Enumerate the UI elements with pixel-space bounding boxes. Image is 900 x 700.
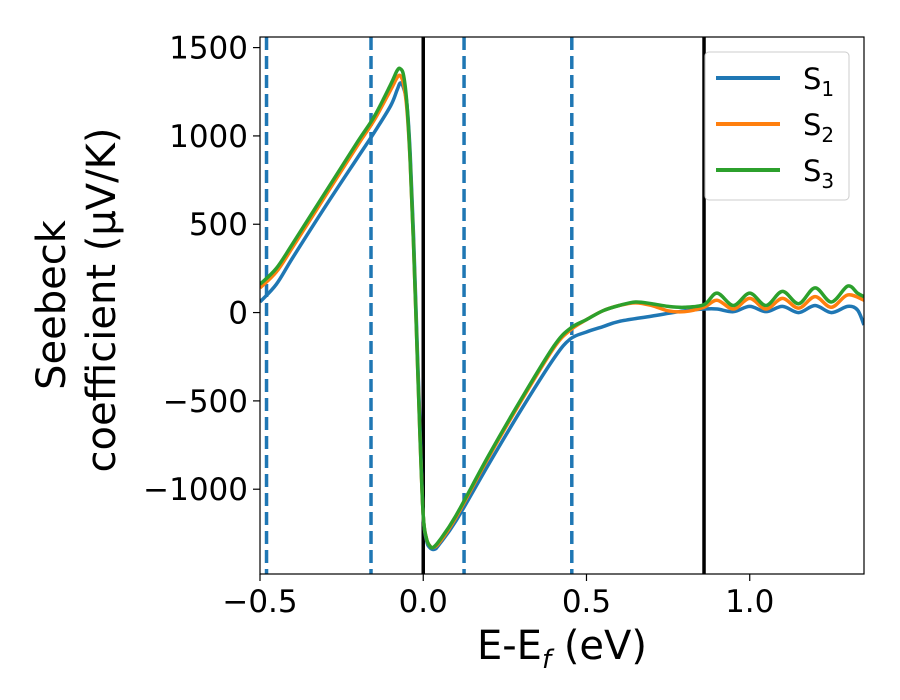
x-axis: −0.5 0.0 0.5 1.0	[222, 574, 774, 620]
y-tick-label-3: 0	[228, 296, 248, 332]
y-tick-label-4: −500	[163, 384, 248, 420]
x-tick-label-3: 1.0	[725, 584, 774, 620]
y-tick-label-5: −1000	[143, 472, 248, 508]
x-tick-label-0: −0.5	[222, 584, 297, 620]
plot-frame	[259, 36, 865, 575]
y-axis: 1500 1000 500 0 −500 −1000	[143, 31, 260, 508]
y-axis-title-line1: Seebeck	[29, 219, 75, 390]
legend-label-S2: S2	[803, 108, 834, 147]
x-axis-title-main: E-E	[477, 623, 542, 669]
y-tick-label-0: 1500	[169, 31, 248, 67]
plot-area	[260, 37, 864, 574]
series-lines	[260, 66, 864, 552]
series-line-S1	[260, 81, 864, 552]
x-axis-title-unit: (eV)	[551, 623, 647, 669]
reference-lines	[264, 37, 706, 574]
y-axis-title-line2: coefficient (μV/K)	[79, 128, 125, 473]
legend: S1 S2 S3	[704, 51, 850, 201]
series-line-S3	[260, 66, 864, 550]
y-tick-label-2: 500	[189, 207, 248, 243]
legend-label-S1: S1	[803, 62, 834, 101]
x-tick-label-2: 0.5	[562, 584, 611, 620]
y-tick-label-1: 1000	[169, 119, 248, 155]
x-tick-label-1: 0.0	[399, 584, 448, 620]
legend-label-S3: S3	[803, 154, 834, 193]
x-axis-title: E-Ef (eV)	[477, 623, 647, 675]
